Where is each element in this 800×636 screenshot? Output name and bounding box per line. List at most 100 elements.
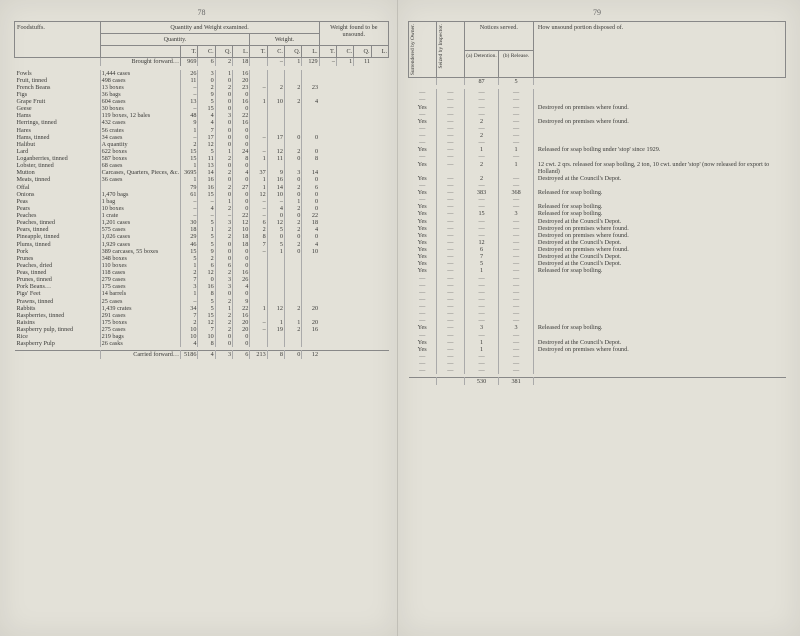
surrendered-cell: Yes xyxy=(409,346,437,353)
release-cell: — xyxy=(499,303,534,310)
weight-cell: – xyxy=(198,198,215,205)
unsound-cell: 16 xyxy=(302,326,319,333)
detention-cell: — xyxy=(464,360,499,367)
unsound-cell xyxy=(302,312,319,319)
weight-cell: 2 xyxy=(198,84,215,91)
weight-cell: 0 xyxy=(233,198,250,205)
release-cell: — xyxy=(499,317,534,324)
seized-cell: — xyxy=(436,125,464,132)
unsound-cell: 12 xyxy=(250,191,267,198)
disposal-cell xyxy=(533,111,785,118)
unsound-cell xyxy=(302,105,319,112)
weight-cell: 6 xyxy=(198,262,215,269)
release-cell: 1 xyxy=(499,146,534,153)
weight-cell: 17 xyxy=(198,134,215,141)
surrendered-cell: Yes xyxy=(409,104,437,111)
table-row: Loganberries, tinned587 boxes15112811108 xyxy=(15,155,389,162)
unit-head: T. xyxy=(250,46,267,58)
release-cell: — xyxy=(499,125,534,132)
table-row: ———— xyxy=(409,289,786,296)
surrendered-cell: Yes xyxy=(409,232,437,239)
weight-cell: 46 xyxy=(181,241,198,248)
release-cell: 1 xyxy=(499,161,534,175)
table-row: Prunes348 boxes5200 xyxy=(15,255,389,262)
unsound-cell xyxy=(302,276,319,283)
foodstuff: Fowls xyxy=(15,70,101,77)
unsound-cell xyxy=(284,255,301,262)
table-row: Yes—11Released for soap boiling under 's… xyxy=(409,146,786,153)
detention-cell: 2 xyxy=(464,161,499,175)
unsound-cell xyxy=(284,119,301,126)
unsound-cell xyxy=(267,333,284,340)
weight-cell: 79 xyxy=(181,184,198,191)
table-row: Raspberry Pulp26 casks4800 xyxy=(15,340,389,347)
disposal-cell: Released for soap boiling. xyxy=(533,324,785,331)
surrendered-cell: — xyxy=(409,132,437,139)
hdr-seized: Seized by Inspector. xyxy=(438,24,444,68)
unsound-cell xyxy=(267,70,284,77)
detention-cell: — xyxy=(464,317,499,324)
detention-cell: — xyxy=(464,232,499,239)
unsound-cell: 0 xyxy=(302,233,319,240)
weight-cell: 0 xyxy=(215,290,232,297)
quantity-cell: 389 carcases, 55 boxes xyxy=(100,248,181,255)
weight-cell: 26 xyxy=(233,276,250,283)
release-cell: — xyxy=(499,346,534,353)
weight-cell: 5 xyxy=(198,148,215,155)
release-cell: 368 xyxy=(499,189,534,196)
weight-cell: 27 xyxy=(233,184,250,191)
unsound-cell: 4 xyxy=(267,205,284,212)
detention-cell: — xyxy=(464,303,499,310)
quantity-cell: 14 barrels xyxy=(100,290,181,297)
surrendered-cell: Yes xyxy=(409,239,437,246)
weight-cell: 2 xyxy=(215,84,232,91)
detention-cell: — xyxy=(464,310,499,317)
weight-cell: – xyxy=(181,105,198,112)
release-cell: — xyxy=(499,175,534,182)
unsound-cell: 12 xyxy=(267,219,284,226)
weight-cell: 0 xyxy=(233,191,250,198)
unsound-cell: 1 xyxy=(250,155,267,162)
foodstuff: Geese xyxy=(15,105,101,112)
weight-cell: 9 xyxy=(198,248,215,255)
release-cell: — xyxy=(499,360,534,367)
seized-cell: — xyxy=(436,132,464,139)
detention-cell: — xyxy=(464,332,499,339)
weight-cell: 15 xyxy=(181,248,198,255)
unsound-cell xyxy=(284,262,301,269)
release-cell: — xyxy=(499,132,534,139)
unsound-cell xyxy=(267,255,284,262)
weight-cell: 0 xyxy=(215,241,232,248)
foodstuff: Loganberries, tinned xyxy=(15,155,101,162)
disposal-cell xyxy=(533,310,785,317)
right-table: Surrendered by Owner. Seized by Inspecto… xyxy=(408,21,786,385)
weight-cell: 0 xyxy=(215,191,232,198)
weight-cell: 11 xyxy=(198,155,215,162)
detention-cell: 1 xyxy=(464,339,499,346)
weight-cell: 18 xyxy=(181,226,198,233)
weight-cell: 3 xyxy=(215,112,232,119)
table-row: Yes———Released for soap boiling. xyxy=(409,203,786,210)
weight-cell: 2 xyxy=(181,141,198,148)
unsound-cell xyxy=(302,119,319,126)
release-cell: — xyxy=(499,89,534,96)
table-row: Yes———Destroyed at the Council's Depot. xyxy=(409,218,786,225)
unsound-cell: 2 xyxy=(284,148,301,155)
unsound-cell xyxy=(284,162,301,169)
unsound-cell: – xyxy=(250,84,267,91)
weight-cell: 3695 xyxy=(181,169,198,176)
table-row: ———— xyxy=(409,125,786,132)
seized-cell: — xyxy=(436,367,464,374)
release-cell: — xyxy=(499,253,534,260)
weight-cell: 20 xyxy=(233,319,250,326)
weight-cell: 0 xyxy=(233,176,250,183)
unsound-cell: 0 xyxy=(302,191,319,198)
detention-cell: 383 xyxy=(464,189,499,196)
table-row: Fowls1,444 cases263116 xyxy=(15,70,389,77)
weight-cell: 22 xyxy=(233,212,250,219)
foodstuff: Peas xyxy=(15,198,101,205)
quantity-cell: 348 boxes xyxy=(100,255,181,262)
unsound-cell xyxy=(267,290,284,297)
release-cell: — xyxy=(499,118,534,125)
release-cell: — xyxy=(499,275,534,282)
